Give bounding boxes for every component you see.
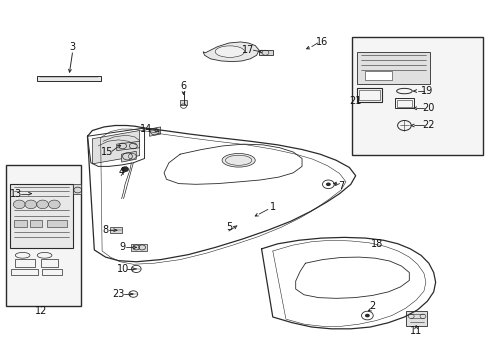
Polygon shape (117, 141, 140, 150)
Circle shape (13, 200, 25, 209)
Bar (5, 165, 81, 306)
Bar (356, 88, 381, 102)
Text: 1: 1 (269, 202, 275, 212)
Circle shape (25, 200, 37, 209)
Polygon shape (10, 184, 73, 248)
Polygon shape (406, 311, 427, 326)
Text: 15: 15 (101, 147, 113, 157)
Circle shape (48, 200, 60, 209)
Bar (394, 98, 413, 108)
Polygon shape (203, 42, 259, 62)
Text: 8: 8 (102, 225, 108, 235)
Text: 16: 16 (316, 37, 328, 47)
Text: 19: 19 (420, 86, 432, 96)
Bar (47, 220, 66, 226)
Bar (358, 90, 379, 100)
Text: 18: 18 (370, 239, 383, 249)
Text: 5: 5 (225, 222, 231, 232)
Text: 7: 7 (337, 181, 344, 191)
Text: 14: 14 (140, 124, 152, 134)
Ellipse shape (215, 46, 244, 57)
Polygon shape (149, 127, 160, 136)
Circle shape (364, 314, 369, 318)
Text: 9: 9 (119, 242, 125, 252)
Polygon shape (122, 151, 136, 162)
Bar (365, 71, 391, 80)
Polygon shape (92, 131, 140, 164)
Text: 20: 20 (422, 103, 434, 113)
Bar (41, 259, 58, 267)
Bar (396, 100, 411, 107)
Polygon shape (180, 100, 186, 105)
Text: 21: 21 (349, 96, 361, 106)
Text: 2: 2 (368, 301, 375, 311)
Polygon shape (356, 51, 429, 84)
Text: 3: 3 (70, 42, 76, 51)
Text: 17: 17 (242, 45, 254, 55)
Polygon shape (259, 50, 272, 55)
Bar (11, 269, 38, 275)
Text: 10: 10 (117, 264, 129, 274)
Ellipse shape (222, 153, 255, 167)
Bar (15, 259, 35, 267)
Polygon shape (131, 244, 147, 251)
Bar (351, 37, 483, 155)
Circle shape (325, 183, 330, 186)
Polygon shape (73, 184, 81, 194)
Text: 11: 11 (409, 326, 422, 336)
Circle shape (37, 200, 48, 209)
Bar (14, 220, 26, 226)
Bar (42, 269, 61, 275)
Text: 13: 13 (10, 189, 22, 199)
Polygon shape (37, 76, 101, 81)
Text: 6: 6 (180, 81, 186, 91)
Circle shape (121, 166, 129, 172)
Polygon shape (110, 227, 122, 233)
Text: 22: 22 (422, 121, 434, 130)
Bar (30, 220, 42, 226)
Text: 4: 4 (118, 167, 124, 177)
Text: 23: 23 (112, 289, 124, 299)
Text: 12: 12 (35, 306, 47, 316)
